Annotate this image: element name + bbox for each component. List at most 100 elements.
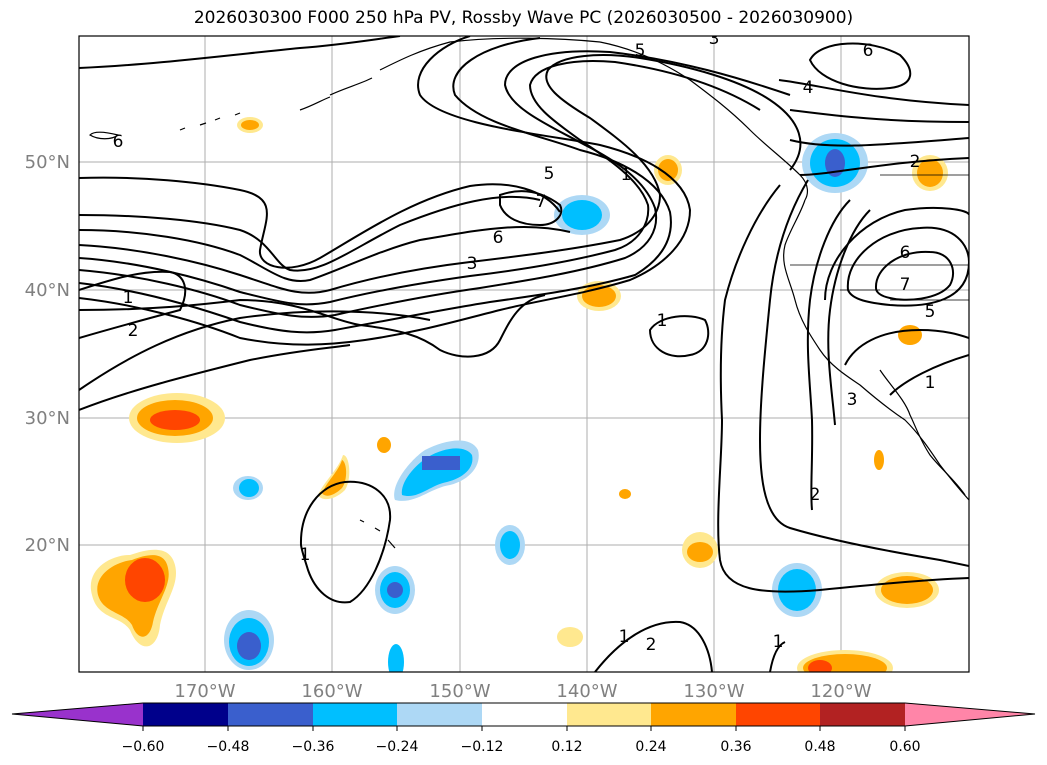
- contour-label: 1: [123, 288, 134, 308]
- contour-label: 5: [635, 41, 646, 61]
- colorbar-tick-label: 0.12: [551, 739, 582, 755]
- contour-label: 1: [300, 545, 311, 565]
- colorbar-tick-label: −0.24: [376, 739, 419, 755]
- anomaly-shading: [90, 117, 948, 672]
- colorbar-segment: [143, 703, 228, 726]
- pv-contour-north-1: [79, 36, 401, 69]
- coast-baja: [879, 369, 966, 496]
- pv-contour-east-low-2: [874, 250, 955, 301]
- pv-contour-ridge-2: [79, 60, 761, 306]
- contour-label: 6: [863, 41, 874, 61]
- colorbar-segments: [12, 703, 1035, 726]
- colorbar-segment: [397, 703, 482, 726]
- state-borders: [790, 174, 969, 301]
- lon-label: 130°W: [683, 681, 744, 702]
- lat-label: 30°N: [25, 408, 70, 429]
- contour-label: 2: [646, 635, 657, 655]
- contour-label: 1: [925, 373, 936, 393]
- colorbar-segment: [228, 703, 313, 726]
- colorbar-ticks: [142, 726, 906, 731]
- pos-anomaly-calif: [898, 325, 922, 345]
- pv-contour-closed-6: [808, 42, 912, 90]
- contour-label: 2: [810, 485, 821, 505]
- lat-label: 40°N: [25, 280, 70, 301]
- neg-anomaly-mid-south-core: [500, 531, 520, 559]
- neg-anomaly-sw-center: [237, 632, 261, 660]
- coast-us-west: [783, 199, 969, 501]
- lon-label: 120°W: [810, 681, 871, 702]
- map-title: 2026030300 F000 250 hPa PV, Rossby Wave …: [193, 8, 854, 28]
- contour-label: 1: [657, 311, 668, 331]
- pv-contour-bottom-2: [769, 641, 786, 672]
- colorbar-extend-high: [905, 703, 1035, 726]
- coast-hawaii: [359, 519, 396, 549]
- pv-contour-east-long-3: [806, 199, 851, 511]
- lon-labels: 170°W 160°W 150°W 140°W 130°W 120°W: [174, 681, 871, 702]
- pv-contour-south-2: [79, 344, 351, 411]
- coast-kamchatka-island: [89, 131, 120, 140]
- contour-label: 7: [900, 275, 911, 295]
- pv-contour-east-long-4: [827, 209, 871, 426]
- pos-anomaly-bottom-east-center: [808, 660, 832, 672]
- contour-label: 1: [619, 627, 630, 647]
- pv-contour-closed-1: [648, 315, 710, 358]
- neg-anomaly-subtropical-center: [422, 456, 460, 470]
- pv-contour-inner-loop: [499, 190, 563, 227]
- colorbar-segment: [482, 703, 567, 726]
- colorbar-segment: [736, 703, 820, 726]
- pos-anomaly-mid-east-core: [687, 542, 713, 562]
- contour-label: 5: [544, 164, 555, 184]
- pv-contour-ridge-3: [79, 50, 791, 318]
- colorbar-tick-label: −0.36: [292, 739, 335, 755]
- pos-anomaly-small-b: [619, 489, 631, 499]
- coast-aleutians: [179, 112, 241, 131]
- lat-labels: 50°N 40°N 30°N 20°N: [25, 152, 70, 556]
- colorbar-tick-labels: −0.60 −0.48 −0.36 −0.24 −0.12 0.12 0.24 …: [122, 739, 921, 755]
- pv-contour-trough-2: [79, 195, 541, 272]
- pv-contour-east-long-2: [717, 184, 969, 593]
- lon-label: 140°W: [556, 681, 617, 702]
- pv-contour-4-d: [799, 157, 969, 176]
- contour-label: 1: [773, 632, 784, 652]
- colorbar-segment: [567, 703, 651, 726]
- contour-label: 3: [709, 29, 720, 49]
- contour-label: 2: [128, 321, 139, 341]
- pv-contour-west-loop: [79, 270, 187, 339]
- neg-anomaly-hawaii-center: [387, 582, 403, 598]
- contour-label: 5: [925, 302, 936, 322]
- pv-contour-4-c: [789, 137, 969, 147]
- coast-alaska-peninsula: [299, 77, 373, 111]
- pos-anomaly-small-a: [377, 437, 391, 453]
- pv-contour-4-a: [778, 79, 969, 106]
- colorbar-tick-label: −0.48: [207, 739, 250, 755]
- neg-anomaly-west-small-core: [239, 479, 259, 497]
- map-frame: [78, 35, 970, 673]
- colorbar-tick-label: 0.60: [889, 739, 920, 755]
- contour-label: 6: [113, 132, 124, 152]
- pos-anomaly-aleutian-core: [241, 120, 259, 130]
- contour-label: 3: [467, 254, 478, 274]
- colorbar-segment: [651, 703, 736, 726]
- contour-label: 3: [847, 390, 858, 410]
- colorbar-tick-label: 0.24: [635, 739, 666, 755]
- map-panel: 7 6 5 3 1 1 2 1 6 4 2 6 7 5 1 3 2 1 1 2: [78, 29, 970, 673]
- pv-contour-ridge-5: [79, 36, 692, 346]
- contour-label: 6: [493, 228, 504, 248]
- pv-contour-trough-3: [79, 225, 571, 282]
- pv-contour-calif: [844, 328, 969, 366]
- colorbar-tick-label: 0.36: [720, 739, 751, 755]
- lon-label: 170°W: [174, 681, 235, 702]
- pos-anomaly-west-30n-center: [150, 410, 200, 430]
- contour-label: 2: [910, 152, 921, 172]
- pv-contour-4-b: [789, 109, 969, 123]
- pv-contour-bottom-1: [594, 620, 713, 672]
- pos-anomaly-baja: [874, 450, 884, 470]
- pv-contour-calif-2: [889, 354, 969, 396]
- colorbar: −0.60 −0.48 −0.36 −0.24 −0.12 0.12 0.24 …: [11, 702, 1036, 755]
- neg-anomaly-east-south-core: [778, 569, 816, 611]
- pv-contour-ridge-1: [79, 54, 802, 294]
- colorbar-tick-label: −0.60: [122, 739, 165, 755]
- pos-anomaly-north-central-core: [658, 159, 678, 181]
- lon-label: 160°W: [301, 681, 362, 702]
